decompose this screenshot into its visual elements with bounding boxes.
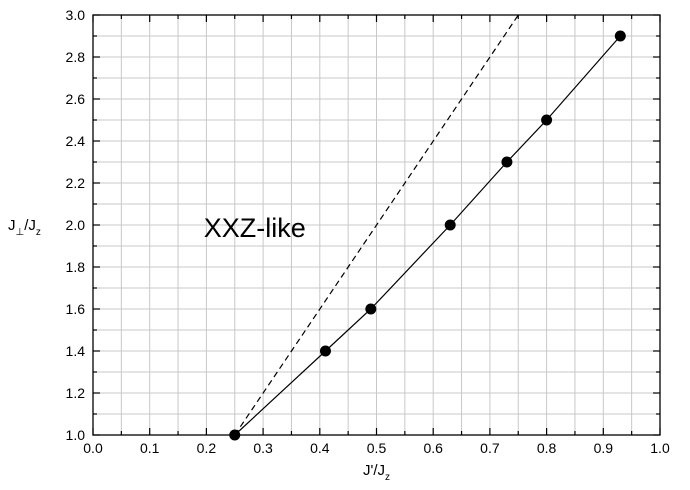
x-tick-label: 0.4 bbox=[310, 440, 330, 456]
data-point bbox=[444, 219, 456, 231]
x-tick-label: 0.0 bbox=[83, 440, 103, 456]
ticks bbox=[92, 14, 661, 436]
data-point bbox=[319, 345, 331, 357]
x-axis-label-sub: z bbox=[385, 472, 390, 483]
x-tick-label: 0.6 bbox=[423, 440, 443, 456]
tick-labels: 0.0 0.1 0.2 0.3 0.4 0.5 0.6 0.7 0.8 0.9 1.0 1.0 1.2 1… bbox=[66, 7, 670, 456]
x-tick-label: 0.7 bbox=[480, 440, 500, 456]
region-label: XXZ-like bbox=[204, 213, 306, 243]
x-tick-label: 1.0 bbox=[650, 440, 670, 456]
data-point bbox=[614, 30, 626, 42]
y-axis-label-main: J bbox=[8, 217, 16, 234]
y-tick-label: 1.6 bbox=[66, 301, 86, 317]
y-tick-label: 1.8 bbox=[66, 259, 86, 275]
dashed-line bbox=[234, 14, 519, 436]
y-tick-label: 1.0 bbox=[66, 427, 86, 443]
y-tick-label: 2.4 bbox=[66, 133, 86, 149]
y-tick-label: 3.0 bbox=[66, 7, 86, 23]
y-axis-label: J⊥/Jz bbox=[8, 217, 41, 238]
data-point bbox=[365, 303, 377, 315]
y-tick-label: 1.2 bbox=[66, 385, 86, 401]
x-tick-label: 0.8 bbox=[537, 440, 557, 456]
data-point bbox=[501, 156, 513, 168]
series-layer bbox=[229, 14, 626, 441]
x-tick-label: 0.9 bbox=[594, 440, 614, 456]
x-axis-label-main: J'/J bbox=[363, 462, 385, 479]
x-tick-label: 0.1 bbox=[140, 440, 160, 456]
data-point bbox=[541, 114, 553, 126]
y-tick-label: 1.4 bbox=[66, 343, 86, 359]
x-tick-label: 0.5 bbox=[367, 440, 387, 456]
y-axis-label-mid: /J bbox=[24, 217, 36, 234]
x-axis-label: J'/Jz bbox=[363, 462, 390, 483]
y-tick-label: 2.0 bbox=[66, 217, 86, 233]
y-axis-label-sub1: ⊥ bbox=[16, 227, 25, 238]
y-tick-label: 2.2 bbox=[66, 175, 86, 191]
y-axis-label-sub2: z bbox=[36, 227, 41, 238]
x-tick-label: 0.2 bbox=[197, 440, 217, 456]
x-tick-label: 0.3 bbox=[253, 440, 273, 456]
y-tick-label: 2.6 bbox=[66, 91, 86, 107]
y-tick-label: 2.8 bbox=[66, 49, 86, 65]
